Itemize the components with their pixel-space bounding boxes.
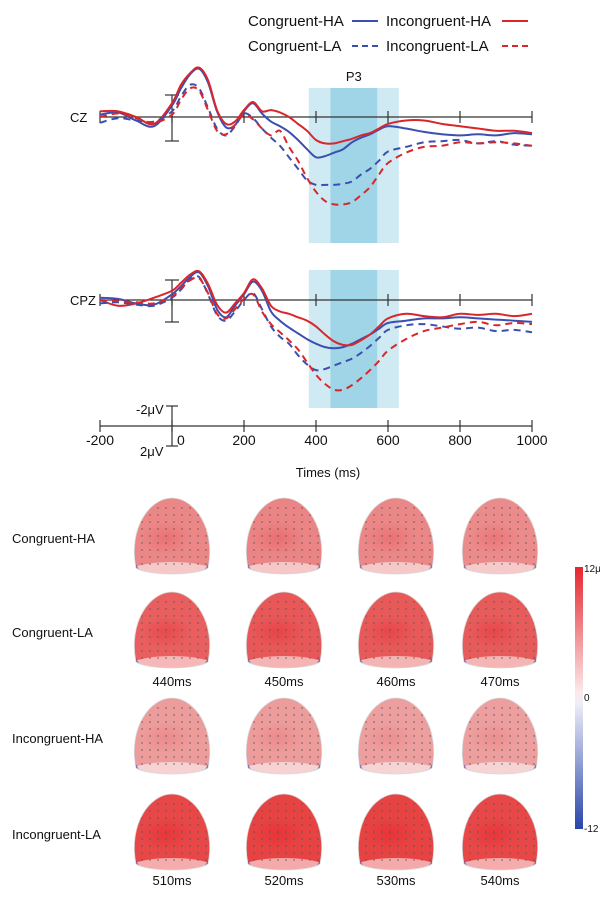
scalp-map [134, 497, 210, 575]
legend-label-incongruent-ha: Incongruent-HA [386, 13, 491, 30]
time-tick-label: 800 [448, 432, 472, 448]
series-line-incongruent-la [99, 86, 533, 206]
erp-panel-cpz: CPZ [70, 269, 533, 408]
time-tick-label: -200 [86, 432, 114, 448]
colorbar: 12μV 0 -12 [575, 564, 600, 835]
scalp-map [358, 591, 434, 669]
scalp-map [358, 497, 434, 575]
scalp-map [462, 497, 538, 575]
series-line-incongruent-ha [99, 66, 533, 145]
series-line-congruent-ha [99, 271, 533, 350]
topo-time-label: 540ms [480, 873, 520, 888]
topo-time-label: 520ms [264, 873, 304, 888]
topo-time-label: 440ms [152, 674, 192, 689]
series-line-incongruent-la [99, 276, 533, 392]
scalp-map [462, 591, 538, 669]
scalp-map [246, 497, 322, 575]
topo-time-label: 530ms [376, 873, 416, 888]
topo-time-label: 450ms [264, 674, 304, 689]
topography-panel: Congruent-HA Congruent-LA 440ms 450ms 460ms 4… [12, 497, 538, 888]
time-tick-label: 600 [376, 432, 400, 448]
time-tick-label: 200 [232, 432, 256, 448]
scalp-map [358, 697, 434, 775]
legend-label-incongruent-la: Incongruent-LA [386, 38, 489, 55]
scalp-map [246, 697, 322, 775]
scale-bar [165, 279, 179, 323]
legend-label-congruent-la: Congruent-LA [248, 38, 341, 55]
topo-row-label: Incongruent-HA [12, 731, 103, 746]
topo-time-label: 510ms [152, 873, 192, 888]
topo-time-label: 460ms [376, 674, 416, 689]
colorbar-gradient [575, 567, 583, 829]
colorbar-mid-label: 0 [584, 693, 590, 704]
scalp-map [134, 697, 210, 775]
series-line-incongruent-ha [99, 269, 533, 347]
scalp-map [134, 793, 210, 871]
topo-row-label: Incongruent-LA [12, 827, 101, 842]
legend-label-congruent-ha: Congruent-HA [248, 13, 344, 30]
erp-panel-cz: P3 CZ [70, 66, 533, 243]
time-axis: -2μV 2μV -200 0 200 400 600 800 1000 Times (ms… [86, 402, 548, 480]
legend: Congruent-HA Incongruent-HA Congruent-LA… [248, 13, 528, 55]
series-line-congruent-la [99, 83, 533, 187]
series-lines [99, 66, 533, 206]
p3-window-inner [330, 88, 378, 243]
topo-row-label: Congruent-HA [12, 531, 95, 546]
scalp-map [358, 793, 434, 871]
time-tick-label: 400 [304, 432, 328, 448]
time-tick-label: 0 [177, 432, 185, 448]
p3-label: P3 [346, 69, 362, 84]
time-tick-label: 1000 [516, 432, 547, 448]
scalp-map [134, 591, 210, 669]
topo-time-label: 470ms [480, 674, 520, 689]
colorbar-max-label: 12μV [584, 564, 600, 575]
scalp-map [246, 793, 322, 871]
colorbar-min-label: -12 [584, 824, 599, 835]
scale-top-label: -2μV [136, 402, 164, 417]
series-lines [99, 269, 533, 392]
scale-bottom-label: 2μV [140, 444, 164, 459]
channel-label-cpz: CPZ [70, 293, 96, 308]
channel-label-cz: CZ [70, 110, 87, 125]
scalp-map [462, 793, 538, 871]
p3-window-inner [330, 270, 378, 408]
x-axis-title: Times (ms) [296, 465, 361, 480]
topo-row-label: Congruent-LA [12, 625, 93, 640]
scalp-map [246, 591, 322, 669]
time-tick-labels: -200 0 200 400 600 800 1000 [86, 432, 548, 448]
scalp-map [462, 697, 538, 775]
